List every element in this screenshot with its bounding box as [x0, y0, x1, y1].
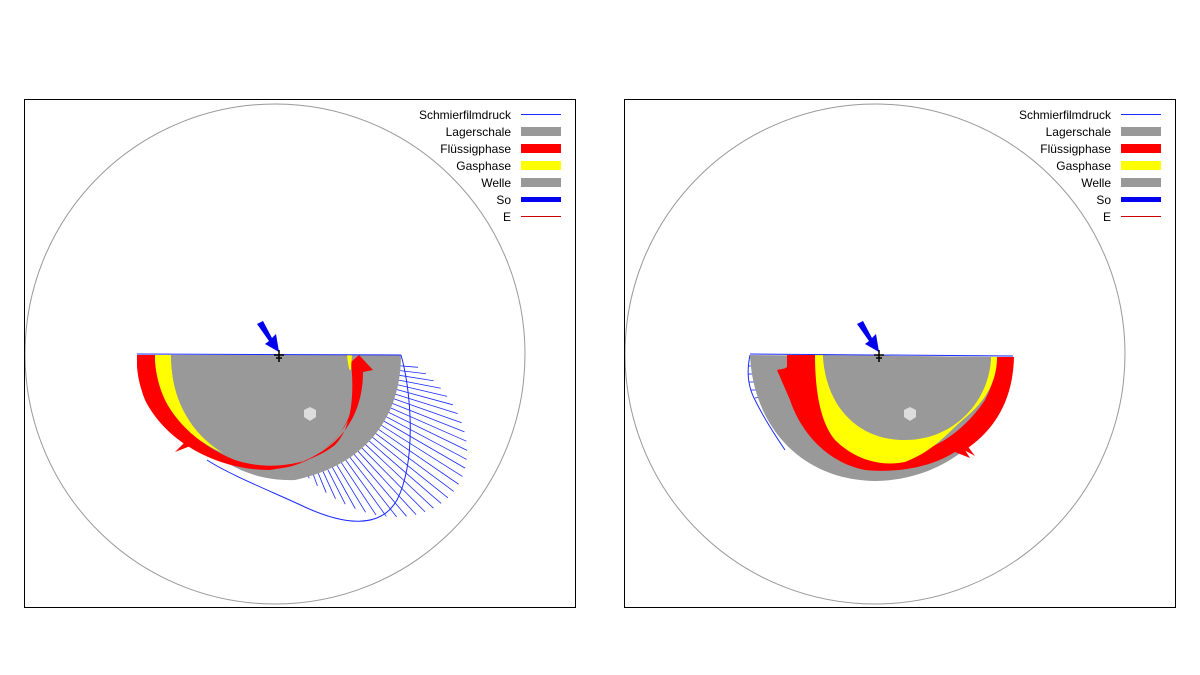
legend-item: Schmierfilmdruck [419, 106, 561, 123]
legend-swatch [521, 174, 561, 191]
load-arrow [257, 321, 279, 352]
legend-swatch [1121, 157, 1161, 174]
legend-item: Flüssigphase [419, 140, 561, 157]
legend-label: So [1096, 192, 1111, 207]
flow-arrow-marker [778, 363, 793, 376]
legend-swatch [1121, 191, 1161, 208]
shaft [171, 355, 347, 465]
legend-left: Schmierfilmdruck Lagerschale Flüssigphase G… [419, 106, 561, 225]
legend-swatch [1121, 140, 1161, 157]
pressure-distribution [206, 354, 411, 522]
bearing-plot-right: Schmierfilmdruck Lagerschale Flüssigphase G… [624, 99, 1176, 608]
legend-label: So [496, 192, 511, 207]
legend-swatch [521, 191, 561, 208]
legend-label: Lagerschale [445, 124, 511, 139]
flow-arrow-marker [175, 440, 193, 452]
legend-swatch [521, 157, 561, 174]
legend-label: Schmierfilmdruck [1018, 107, 1111, 122]
legend-item: So [419, 191, 561, 208]
center-marker [304, 407, 316, 421]
legend-item: Schmierfilmdruck [1019, 106, 1161, 123]
legend-label: E [502, 209, 511, 224]
legend-item: Welle [1019, 174, 1161, 191]
flow-arrow-marker [361, 362, 373, 370]
legend-swatch [521, 140, 561, 157]
legend-swatch [1121, 123, 1161, 140]
legend-item: Gasphase [1019, 157, 1161, 174]
liquid-phase [777, 355, 1014, 471]
legend-label: E [1102, 209, 1111, 224]
legend-item: E [1019, 208, 1161, 225]
flow-arrow-marker [955, 440, 975, 456]
legend-item: Flüssigphase [1019, 140, 1161, 157]
legend-item: So [1019, 191, 1161, 208]
legend-label: Gasphase [456, 158, 511, 173]
legend-label: Welle [1081, 175, 1111, 190]
eccentricity-marker [274, 350, 284, 362]
pressure-distribution [747, 354, 786, 451]
bearing-diagram-right [625, 103, 1126, 605]
legend-label: Lagerschale [1045, 124, 1111, 139]
film-top-edge [136, 353, 402, 356]
legend-item: Lagerschale [1019, 123, 1161, 140]
gas-phase [155, 355, 230, 455]
legend-swatch [521, 123, 561, 140]
liquid-phase-inner [137, 355, 363, 470]
legend-item: Lagerschale [419, 123, 561, 140]
legend-swatch [1121, 208, 1161, 225]
eccentricity-marker [874, 350, 884, 362]
outer-circle [25, 103, 526, 605]
legend-label: Flüssigphase [440, 141, 511, 156]
legend-item: Welle [419, 174, 561, 191]
legend-label: Gasphase [1056, 158, 1111, 173]
legend-swatch [521, 106, 561, 123]
gas-phase [815, 355, 997, 464]
legend-item: E [419, 208, 561, 225]
legend-swatch [521, 208, 561, 225]
gas-phase-right [347, 355, 352, 371]
legend-label: Schmierfilmdruck [418, 107, 511, 122]
bearing-diagram-left [25, 103, 526, 605]
legend-label: Welle [481, 175, 511, 190]
legend-swatch [1121, 174, 1161, 191]
bearing-plot-left: Schmierfilmdruck Lagerschale Flüssigphase G… [24, 99, 576, 608]
load-arrow [857, 321, 879, 352]
outer-circle [625, 103, 1126, 605]
center-marker [904, 407, 916, 421]
legend-swatch [1121, 106, 1161, 123]
legend-right: Schmierfilmdruck Lagerschale Flüssigphase G… [1019, 106, 1161, 225]
shaft [823, 355, 991, 440]
legend-item: Gasphase [419, 157, 561, 174]
legend-label: Flüssigphase [1040, 141, 1111, 156]
